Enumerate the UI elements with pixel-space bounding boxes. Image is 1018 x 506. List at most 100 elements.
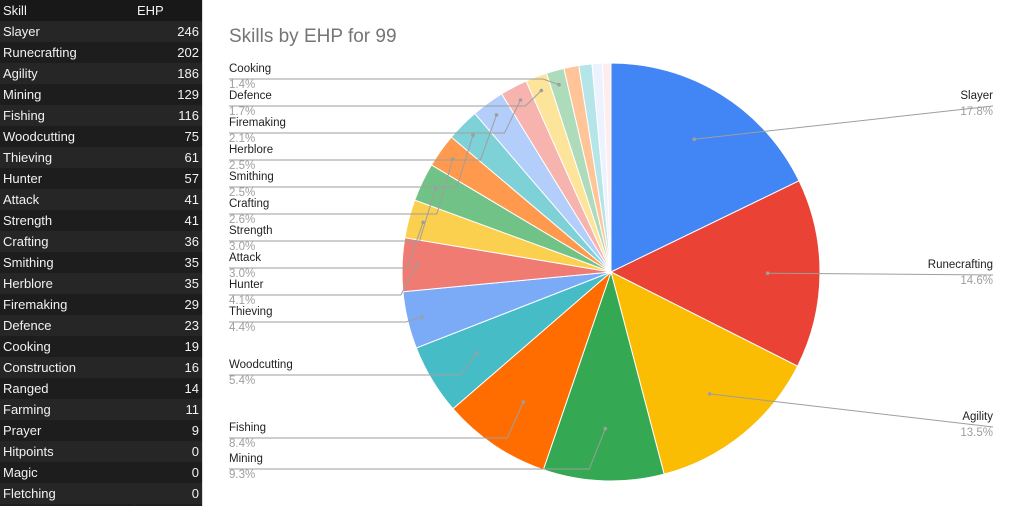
skill-cell[interactable]: Firemaking (3, 297, 68, 312)
pie-slice-fishing[interactable] (452, 270, 613, 471)
skill-column-header[interactable]: Skill (3, 3, 27, 18)
pie-slice-prayer[interactable] (601, 62, 612, 273)
ehp-cell[interactable]: 29 (184, 297, 199, 312)
pie-chart-panel[interactable]: Skills by EHP for 99 Slayer 17.8% Runecraf… (202, 0, 1018, 506)
ehp-cell[interactable]: 36 (184, 234, 199, 249)
leader-dot (557, 82, 561, 87)
table-row[interactable]: Crafting 36 (0, 231, 202, 252)
skill-cell[interactable]: Mining (3, 87, 42, 102)
table-row[interactable]: Runecrafting 202 (0, 42, 202, 63)
table-row[interactable]: Fishing 116 (0, 105, 202, 126)
ehp-cell[interactable]: 35 (184, 276, 199, 291)
ehp-cell[interactable]: 9 (191, 423, 199, 438)
table-row[interactable]: Slayer 246 (0, 21, 202, 42)
ehp-cell[interactable]: 0 (191, 486, 199, 501)
table-row[interactable]: Construction 16 (0, 357, 202, 378)
table-row[interactable]: Strength 41 (0, 210, 202, 231)
table-row[interactable]: Thieving 61 (0, 147, 202, 168)
pie-slice-mining[interactable] (542, 270, 665, 482)
pie-slice-agility[interactable] (610, 271, 799, 475)
ehp-cell[interactable]: 75 (184, 129, 199, 144)
slice-label-name: Thieving (229, 306, 272, 318)
skill-cell[interactable]: Fishing (3, 108, 45, 123)
pie-slice-slayer[interactable] (610, 62, 800, 273)
skill-cell[interactable]: Defence (3, 318, 52, 333)
leader-line (229, 222, 424, 269)
header-row: Skill EHP (0, 0, 202, 21)
slice-label-name: Slayer (960, 90, 993, 102)
table-row[interactable]: Cooking 19 (0, 336, 202, 357)
ehp-cell[interactable]: 35 (184, 255, 199, 270)
leader-line (229, 264, 418, 296)
chart-title: Skills by EHP for 99 (229, 26, 397, 47)
slice-label-percent: 8.4% (229, 438, 255, 450)
ehp-cell[interactable]: 11 (185, 402, 200, 417)
skill-cell[interactable]: Magic (3, 465, 38, 480)
slice-label-percent: 2.6% (229, 214, 255, 226)
skill-cell[interactable]: Ranged (3, 381, 49, 396)
ehp-cell[interactable]: 41 (184, 192, 199, 207)
leader-line (229, 401, 524, 439)
slice-label-percent: 3.0% (229, 268, 255, 280)
ehp-cell[interactable]: 116 (178, 108, 199, 123)
skill-cell[interactable]: Strength (3, 213, 53, 228)
skill-cell[interactable]: Construction (3, 360, 76, 375)
skill-cell[interactable]: Hunter (3, 171, 43, 186)
slice-label-name: Hunter (229, 279, 264, 291)
skill-cell[interactable]: Woodcutting (3, 129, 76, 144)
table-row[interactable]: Prayer 9 (0, 420, 202, 441)
skill-cell[interactable]: Slayer (3, 24, 40, 39)
skill-cell[interactable]: Agility (3, 66, 38, 81)
slice-label-percent: 9.3% (229, 469, 255, 481)
ehp-cell[interactable]: 23 (184, 318, 199, 333)
skill-cell[interactable]: Thieving (3, 150, 53, 165)
ehp-cell[interactable]: 246 (177, 24, 199, 39)
ehp-cell[interactable]: 0 (191, 465, 199, 480)
table-row[interactable]: Mining 129 (0, 84, 202, 105)
skill-cell[interactable]: Hitpoints (3, 444, 54, 459)
table-row[interactable]: Smithing 35 (0, 252, 202, 273)
table-row[interactable]: Magic 0 (0, 462, 202, 483)
ehp-cell[interactable]: 41 (184, 213, 199, 228)
skill-cell[interactable]: Fletching (3, 486, 56, 501)
slice-label-percent: 1.7% (229, 106, 255, 118)
table-row[interactable]: Ranged 14 (0, 378, 202, 399)
leader-line (229, 90, 542, 107)
ehp-cell[interactable]: 202 (177, 45, 199, 60)
slice-label-name: Crafting (229, 198, 269, 210)
skill-cell[interactable]: Crafting (3, 234, 49, 249)
table-row[interactable]: Attack 41 (0, 189, 202, 210)
table-row[interactable]: Woodcutting 75 (0, 126, 202, 147)
ehp-cell[interactable]: 16 (184, 360, 199, 375)
skill-cell[interactable]: Prayer (3, 423, 42, 438)
skill-cell[interactable]: Smithing (3, 255, 54, 270)
ehp-cell[interactable]: 0 (191, 444, 199, 459)
table-row[interactable]: Farming 11 (0, 399, 202, 420)
slice-label-percent: 1.4% (229, 79, 255, 91)
ehp-cell[interactable]: 19 (184, 339, 199, 354)
ehp-cell[interactable]: 61 (184, 150, 199, 165)
skill-cell[interactable]: Runecrafting (3, 45, 77, 60)
table-row[interactable]: Firemaking 29 (0, 294, 202, 315)
skill-cell[interactable]: Attack (3, 192, 40, 207)
ehp-cell[interactable]: 14 (184, 381, 199, 396)
table-row[interactable]: Herblore 35 (0, 273, 202, 294)
ehp-cell[interactable]: 186 (177, 66, 199, 81)
ehp-column-header[interactable]: EHP (137, 3, 164, 18)
table-row[interactable]: Defence 23 (0, 315, 202, 336)
skill-cell[interactable]: Farming (3, 402, 51, 417)
slice-label-percent: 13.5% (960, 427, 993, 439)
skill-cell[interactable]: Herblore (3, 276, 53, 291)
slice-label-name: Strength (229, 225, 272, 237)
table-row[interactable]: Hitpoints 0 (0, 441, 202, 462)
table-row[interactable]: Fletching 0 (0, 483, 202, 504)
leader-line (229, 352, 478, 376)
table-row[interactable]: Hunter 57 (0, 168, 202, 189)
slice-label-percent: 2.1% (229, 133, 255, 145)
table-row[interactable]: Agility 186 (0, 63, 202, 84)
slice-label-percent: 14.6% (960, 275, 993, 287)
leader-line (767, 272, 994, 276)
ehp-cell[interactable]: 129 (177, 87, 199, 102)
ehp-cell[interactable]: 57 (184, 171, 199, 186)
skill-cell[interactable]: Cooking (3, 339, 51, 354)
